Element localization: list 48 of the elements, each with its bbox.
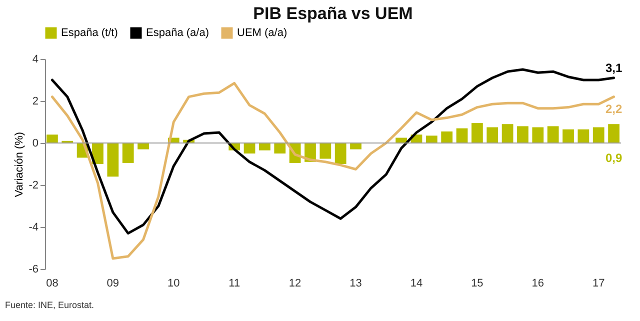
bar — [502, 124, 514, 143]
x-tick-label: 08 — [46, 278, 58, 290]
bar — [592, 127, 604, 143]
bar — [456, 128, 468, 143]
bar — [259, 143, 270, 150]
x-tick-label: 16 — [532, 278, 544, 290]
bar — [441, 131, 453, 143]
y-tick-label: 2 — [32, 96, 38, 108]
x-tick-label: 10 — [168, 278, 180, 290]
x-tick-label: 13 — [350, 278, 362, 290]
y-tick-label: -6 — [28, 264, 38, 276]
bar — [350, 143, 362, 150]
bar — [320, 143, 332, 159]
x-tick-label: 12 — [288, 278, 302, 290]
bar — [608, 124, 620, 143]
bar — [486, 127, 498, 143]
x-tick-label: 09 — [106, 278, 120, 290]
y-axis-title: Variación (%) — [14, 132, 26, 198]
legend-label: España (t/t) — [61, 27, 118, 39]
x-tick-label: 15 — [471, 278, 484, 290]
x-tick-label: 14 — [410, 278, 423, 290]
bar — [334, 143, 346, 164]
bar — [107, 143, 119, 177]
bar — [578, 129, 590, 143]
y-tick-label: -4 — [28, 222, 38, 234]
y-tick-label: 0 — [32, 138, 38, 150]
bar — [138, 143, 149, 150]
legend-label: UEM (a/a) — [237, 27, 288, 39]
bar — [122, 143, 134, 163]
y-tick-label: 4 — [32, 54, 38, 66]
annotation: 0,9 — [605, 151, 622, 166]
chart-title: PIB España vs UEM — [253, 4, 413, 23]
annotation: 3,1 — [605, 60, 622, 75]
bar — [517, 126, 528, 143]
bar — [532, 127, 544, 143]
y-tick-label: -2 — [28, 180, 38, 192]
bar — [426, 136, 438, 143]
legend-label: España (a/a) — [146, 27, 209, 39]
bar — [547, 126, 559, 143]
source-note: Fuente: INE, Eurostat. — [5, 300, 94, 310]
bar — [562, 129, 574, 143]
x-tick-label: 11 — [228, 278, 240, 290]
bar — [274, 143, 286, 154]
bar — [244, 143, 256, 154]
x-tick-label: 17 — [592, 278, 605, 290]
annotation: 2,2 — [605, 102, 622, 116]
bar — [46, 134, 58, 143]
bar — [472, 123, 483, 143]
